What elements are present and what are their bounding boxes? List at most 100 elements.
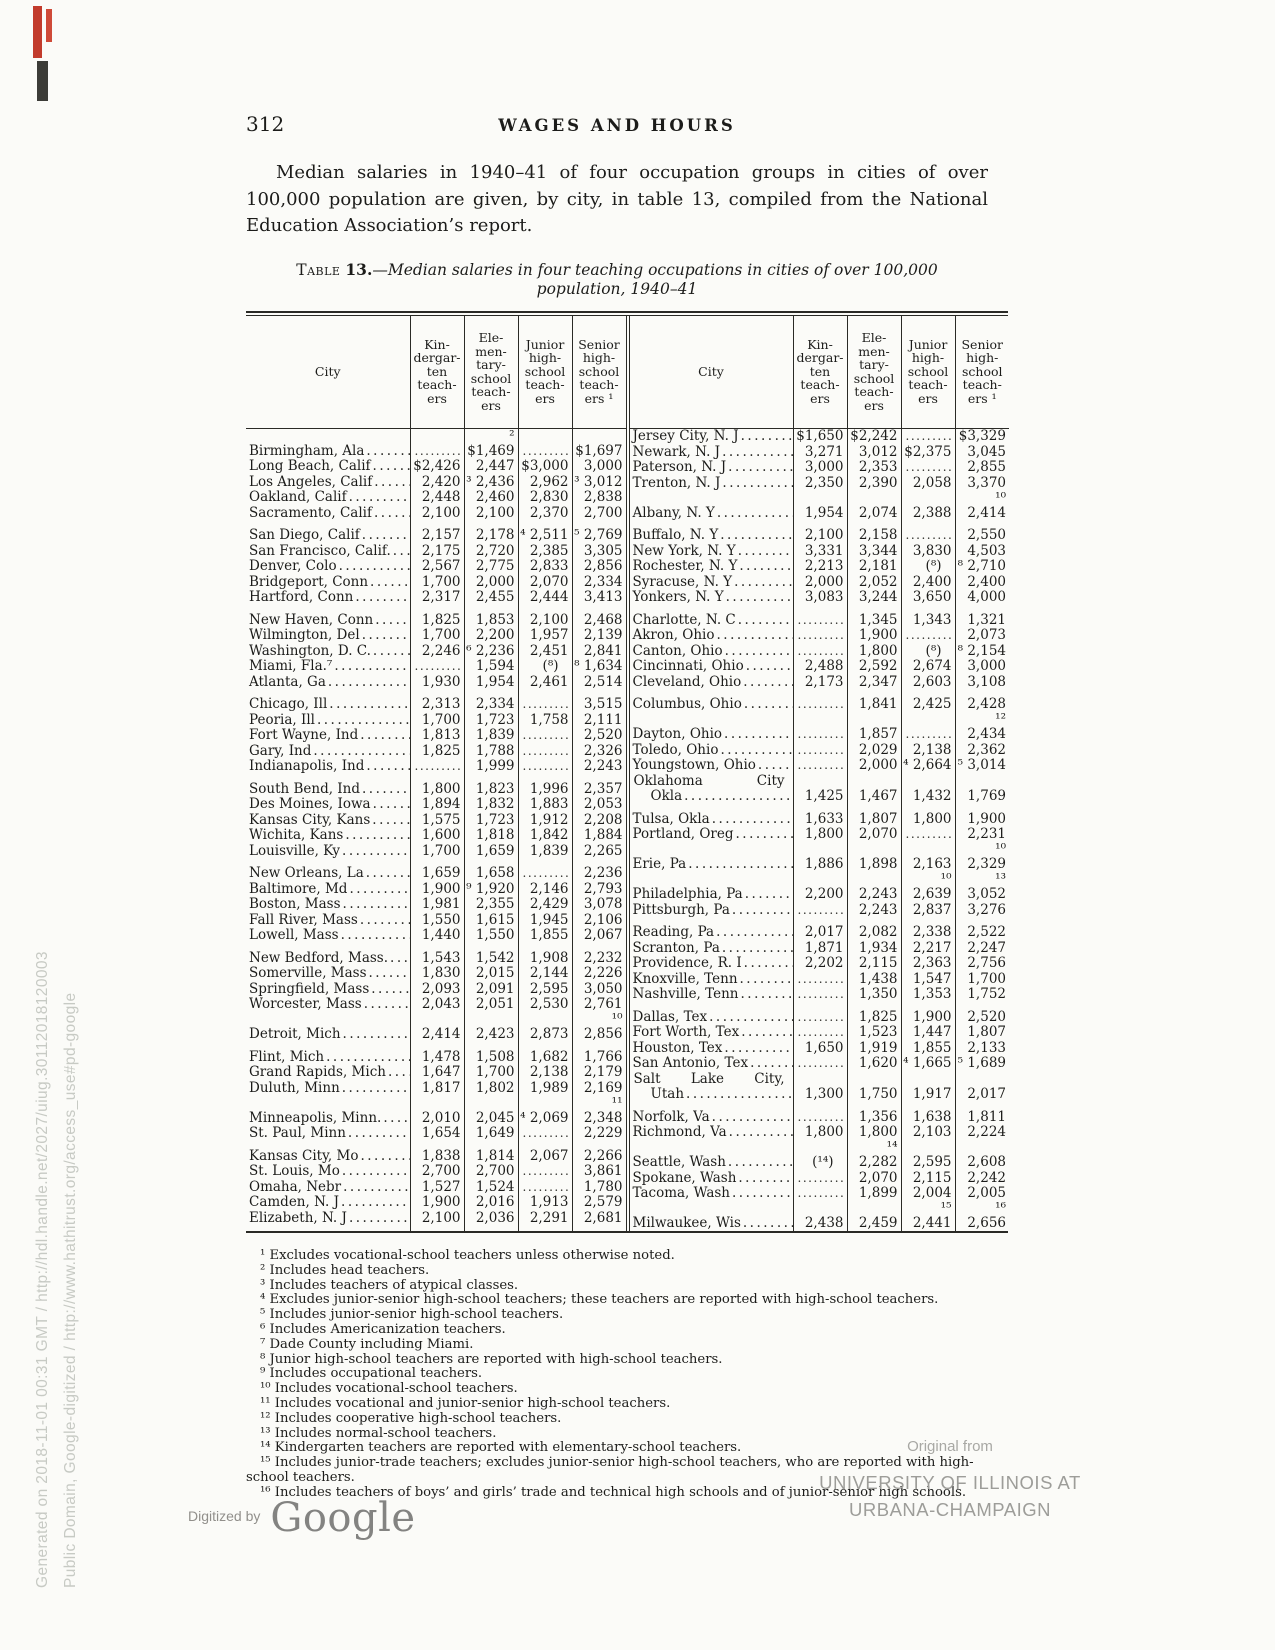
salary-cell: 2,067 bbox=[517, 1148, 572, 1164]
salary-cell: 2,608 bbox=[954, 1140, 1009, 1170]
spacer-row bbox=[246, 1141, 626, 1148]
header-row: City Kin- dergar- ten teach- ers Ele- men-… bbox=[629, 315, 1009, 429]
spacer-row bbox=[246, 943, 626, 950]
salary-cell: 2,243 bbox=[571, 758, 626, 774]
salary-cell: 1,300 bbox=[792, 1071, 847, 1102]
salary-cell: 2,681 bbox=[571, 1210, 626, 1226]
footnote: ¹² Includes cooperative high-school teac… bbox=[260, 1410, 562, 1426]
salary-cell: ⁵ 3,014 bbox=[954, 757, 1009, 773]
table-row: Akron, Ohio 1,900 2,073 bbox=[629, 627, 1009, 644]
caption-number: 13. bbox=[345, 259, 373, 279]
salary-cell: 1,350 bbox=[846, 986, 901, 1002]
salary-cell: 4,503 bbox=[954, 543, 1009, 559]
salary-cell: ⁴ 2,664 bbox=[900, 757, 955, 773]
city-cell: Camden, N. J bbox=[246, 1195, 410, 1211]
city-cell: Grand Rapids, Mich bbox=[246, 1065, 410, 1081]
spacer-row bbox=[629, 804, 1009, 811]
salary-cell bbox=[517, 865, 572, 881]
city-name: Camden, N. J bbox=[249, 1194, 340, 1210]
salary-cell: 2,962 bbox=[517, 474, 572, 490]
salary-cell: 1,825 bbox=[409, 612, 464, 628]
salary-cell bbox=[792, 902, 847, 918]
salary-cell: 1,550 bbox=[463, 927, 518, 943]
salary-cell: 2,291 bbox=[517, 1210, 572, 1226]
city-cell: Miami, Fla.⁷ bbox=[246, 659, 410, 675]
salary-cell: 1,894 bbox=[409, 796, 464, 812]
city-name: Los Angeles, Calif bbox=[249, 473, 373, 490]
salary-cell: 1,700 bbox=[409, 843, 464, 859]
red-stamp-mark bbox=[33, 6, 42, 58]
salary-cell: 1,758 bbox=[517, 712, 572, 728]
salary-cell: 1,700 bbox=[409, 574, 464, 590]
salary-cell: 1,900 bbox=[900, 1009, 955, 1025]
salary-cell: 2,423 bbox=[463, 1012, 518, 1042]
digitized-by-label: Digitized by bbox=[188, 1508, 261, 1524]
salary-cell bbox=[792, 971, 847, 987]
salary-cell: 1,447 bbox=[900, 1024, 955, 1040]
salary-cell bbox=[792, 757, 847, 773]
salary-cell: 1,830 bbox=[409, 965, 464, 981]
salary-cell: 2,700 bbox=[409, 1163, 464, 1179]
salary-cell: 2,217 bbox=[900, 940, 955, 956]
salary-cell: 1,823 bbox=[463, 781, 518, 797]
city-name-line2: Okla bbox=[650, 788, 683, 804]
salary-cell: 2,700 bbox=[463, 1163, 518, 1179]
salary-cell: 2,138 bbox=[900, 742, 955, 758]
salary-cell: 2,029 bbox=[846, 742, 901, 758]
salary-cell: 1,996 bbox=[517, 781, 572, 797]
salary-cell: 1,900 bbox=[846, 627, 901, 643]
salary-cell: 1,658 bbox=[463, 865, 518, 881]
salary-cell: 1,527 bbox=[409, 1179, 464, 1195]
salary-cell: 2,595 bbox=[517, 981, 572, 997]
table-row: Indianapolis, Ind 1,999 2,243 bbox=[246, 758, 626, 774]
salary-cell: ⁴ 2,511 bbox=[517, 527, 572, 543]
salary-cell: 1,633 bbox=[792, 811, 847, 827]
city-name: Louisville, Ky bbox=[249, 842, 341, 859]
salary-cell: 2,133 bbox=[954, 1040, 1009, 1056]
city-cell: Springfield, Mass bbox=[246, 981, 410, 997]
caption-line2: population, 1940–41 bbox=[536, 279, 698, 298]
salary-cell: 2,247 bbox=[954, 940, 1009, 956]
city-name: Elizabeth, N. J bbox=[249, 1209, 347, 1226]
university-name-line1: UNIVERSITY OF ILLINOIS AT bbox=[819, 1472, 1081, 1493]
salary-cell: 2,326 bbox=[571, 743, 626, 759]
salary-table-right-half: City Kin- dergar- ten teach- ers Ele- men-… bbox=[628, 315, 1009, 1231]
city-cell: New Orleans, La bbox=[246, 866, 410, 882]
salary-cell bbox=[792, 1185, 847, 1201]
salary-cell: 1,654 bbox=[409, 1125, 464, 1141]
salary-cell: 2,070 bbox=[517, 574, 572, 590]
city-cell: Fall River, Mass bbox=[246, 912, 410, 928]
city-cell: Minneapolis, Minn. bbox=[246, 1096, 410, 1126]
salary-cell: 2,243 bbox=[846, 902, 901, 918]
salary-cell: 3,515 bbox=[571, 696, 626, 712]
salary-cell: 2,855 bbox=[954, 459, 1009, 475]
city-cell: Dayton, Ohio bbox=[629, 712, 793, 742]
city-cell: Wichita, Kans bbox=[246, 828, 410, 844]
footnote: ⁴ Excludes junior-senior high-school tea… bbox=[260, 1292, 939, 1308]
footnote: ¹⁰ Includes vocational-school teachers. bbox=[260, 1381, 518, 1397]
city-cell: Akron, Ohio bbox=[629, 628, 793, 644]
city-name: Philadelphia, Pa bbox=[632, 886, 743, 902]
city-cell: Denver, Colo bbox=[246, 559, 410, 575]
city-name: Omaha, Nebr bbox=[249, 1178, 342, 1195]
salary-cell: 2,000 bbox=[792, 574, 847, 590]
salary-cell: 2,208 bbox=[571, 812, 626, 828]
city-cell: Nashville, Tenn bbox=[629, 987, 793, 1003]
salary-cell bbox=[792, 1055, 847, 1071]
salary-cell bbox=[517, 428, 572, 459]
city-name: Fort Worth, Tex bbox=[632, 1024, 740, 1040]
salary-cell: 2,357 bbox=[571, 781, 626, 797]
